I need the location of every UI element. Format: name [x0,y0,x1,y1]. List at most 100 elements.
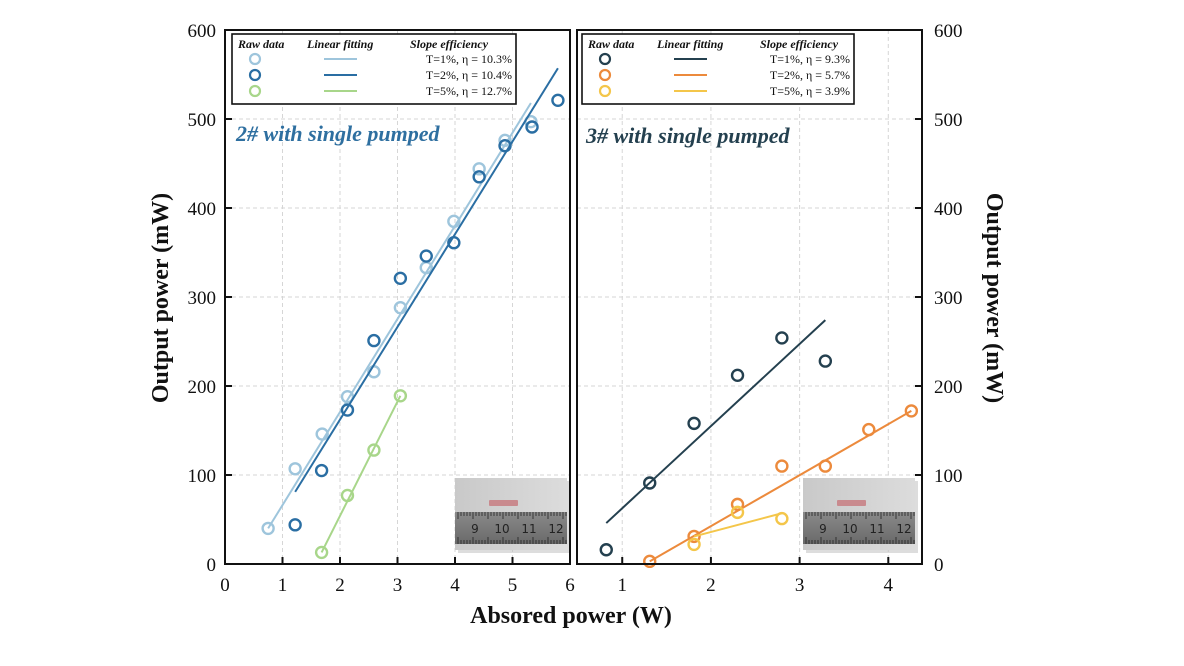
data-point-2 [393,271,408,286]
data-point-3 [730,505,745,520]
data-point-2 [525,120,539,134]
legend-header: Raw data [587,37,634,51]
y-tick-label: 0 [934,555,944,576]
data-point-1 [261,521,275,536]
legend-entry: T=5%, η = 12.7% [426,84,512,98]
legend: Raw data Linear fitting Slope efficiencyT=… [231,33,517,105]
ruler-label: 11 [521,522,536,536]
data-point-3 [775,511,789,526]
data-point-1 [393,300,408,315]
data-point-3 [367,443,381,457]
legend-entry: T=1%, η = 10.3% [426,52,512,66]
data-point-2 [818,459,833,473]
data-point-2 [904,404,919,418]
data-point-1 [340,389,355,404]
data-point-2 [775,459,789,473]
legend-box [581,33,855,105]
data-point-2 [447,236,461,250]
y-axis-label-left: Output power (mW) [148,193,174,403]
y-tick-label: 400 [188,199,217,220]
panel-title: 3# with single pumped [585,123,791,148]
legend-marker-icon [598,52,612,66]
legend-marker-icon [248,84,262,98]
y-tick-label: 400 [934,199,963,220]
x-tick-label: 2 [335,575,345,596]
ruler-label: 9 [819,522,827,536]
y-tick-label: 600 [934,21,963,42]
data-point-1 [687,416,701,431]
data-point-2 [730,497,745,512]
y-axis-label-right: Output power (mW) [981,193,1007,403]
data-point-1 [498,133,512,148]
y-tick-label: 100 [188,466,217,487]
data-point-1 [818,354,833,368]
legend-entry: T=1%, η = 9.3% [770,52,850,66]
y-tick-label: 500 [934,110,963,131]
legend-box [231,33,517,105]
data-point-1 [775,331,789,345]
ruler-label: 10 [842,522,857,536]
data-point-1 [643,476,657,490]
x-tick-label: 4 [884,575,894,596]
legend-header: Slope efficiency [760,37,839,51]
data-point-1 [288,462,302,476]
ruler-label: 12 [548,522,563,536]
data-point-2 [314,463,329,478]
data-point-1 [447,214,461,229]
legend-header: Linear fitting [306,37,373,51]
data-point-3 [314,545,329,560]
legend-marker-icon [598,68,612,82]
x-tick-label: 3 [393,575,403,596]
x-tick-label: 1 [278,575,288,596]
data-point-2 [367,333,381,348]
data-point-3 [687,537,701,552]
crystal-sample [837,500,866,506]
legend-header: Slope efficiency [410,37,489,51]
data-point-1 [599,543,613,557]
x-tick-label: 2 [706,575,716,596]
legend-header: Raw data [237,37,284,51]
data-point-2 [288,518,302,532]
data-point-2 [472,170,486,184]
data-point-2 [340,403,355,417]
legend-marker-icon [248,68,262,82]
data-point-2 [551,93,565,108]
ruler-label: 11 [869,522,884,536]
data-point-3 [393,389,408,403]
data-point-1 [472,162,486,176]
x-tick-label: 5 [508,575,518,596]
data-point-2 [687,529,701,544]
y-tick-label: 0 [207,555,217,576]
y-tick-label: 300 [188,288,217,309]
y-tick-label: 200 [934,377,963,398]
ruler-label: 12 [896,522,911,536]
x-tick-label: 4 [450,575,460,596]
data-point-2 [498,138,512,153]
x-tick-label: 6 [565,575,575,596]
y-tick-label: 100 [934,466,963,487]
y-tick-label: 300 [934,288,963,309]
legend-marker-icon [598,84,612,98]
data-point-1 [315,427,329,441]
fit-line-3 [320,395,402,553]
fit-line-1 [605,319,827,524]
legend-entry: T=2%, η = 10.4% [426,68,512,82]
data-point-1 [730,368,745,383]
legend: Raw data Linear fitting Slope efficiencyT=… [581,33,855,105]
ruler-label: 9 [471,522,479,536]
data-point-2 [862,422,876,437]
legend-entry: T=5%, η = 3.9% [770,84,850,98]
data-point-2 [419,249,433,263]
data-point-3 [340,488,355,503]
crystal-sample [489,500,518,506]
x-axis-label: Absored power (W) [470,603,672,629]
panel-title: 2# with single pumped [235,121,441,146]
fit-line-3 [693,512,783,538]
x-tick-label: 0 [220,575,230,596]
legend-header: Linear fitting [656,37,723,51]
fit-line-2 [294,67,559,493]
legend-marker-icon [248,52,262,66]
ruler-label: 10 [494,522,509,536]
